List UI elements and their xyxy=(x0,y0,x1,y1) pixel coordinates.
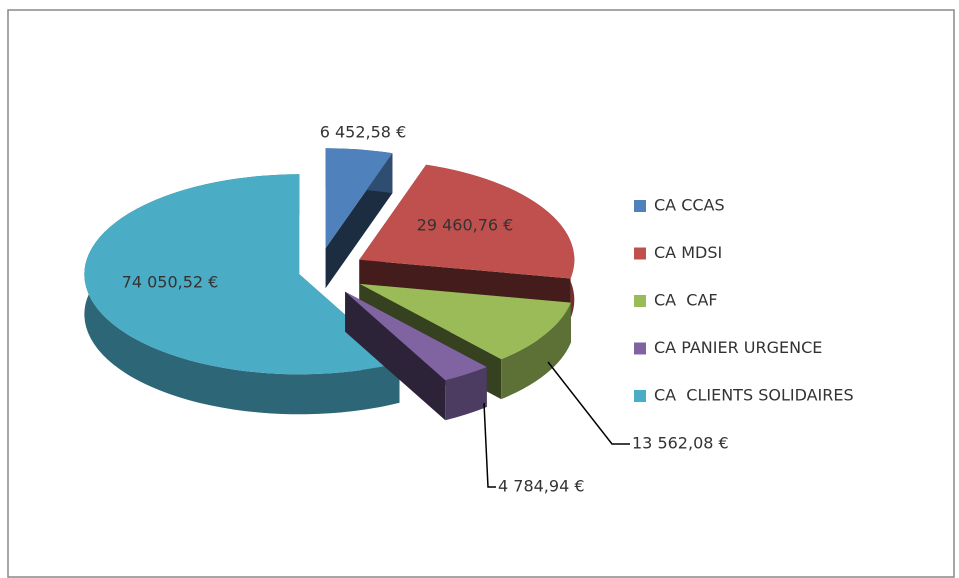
legend-swatch xyxy=(634,295,646,307)
slice xyxy=(359,164,575,279)
data-label: 4 784,94 € xyxy=(498,477,585,496)
legend-swatch xyxy=(634,390,646,402)
legend-label: CA MDSI xyxy=(654,243,722,262)
leader-line xyxy=(483,402,496,488)
legend-swatch xyxy=(634,342,646,355)
leader-line xyxy=(547,361,630,445)
legend-label: CA CCAS xyxy=(654,196,725,215)
slice xyxy=(345,291,487,381)
legend-swatch xyxy=(634,247,646,260)
data-label: 74 050,52 € xyxy=(122,273,219,292)
slice xyxy=(84,174,400,375)
slice-side xyxy=(345,291,446,421)
legend-label: CA PANIER URGENCE xyxy=(654,338,822,357)
data-label: 29 460,76 € xyxy=(417,216,514,235)
slice xyxy=(325,148,393,249)
legend-label: CA CLIENTS SOLIDAIRES xyxy=(654,386,854,405)
slice-side xyxy=(501,302,571,400)
slice-side xyxy=(445,367,487,421)
legend-label: CA CAF xyxy=(654,291,718,310)
legend-swatch xyxy=(634,200,646,212)
data-label: 6 452,58 € xyxy=(320,123,407,142)
slice xyxy=(359,283,571,360)
data-label: 13 562,08 € xyxy=(632,434,729,453)
